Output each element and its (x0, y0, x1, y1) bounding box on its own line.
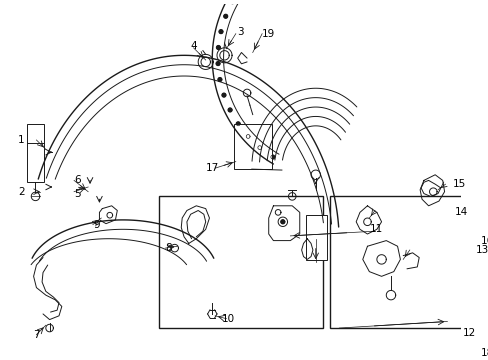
Text: 18: 18 (480, 348, 488, 359)
Text: 5: 5 (74, 189, 81, 199)
Polygon shape (224, 14, 227, 18)
Polygon shape (236, 122, 240, 126)
Polygon shape (270, 155, 274, 159)
Bar (329, 197, 475, 328)
Polygon shape (246, 135, 249, 138)
Text: 8: 8 (164, 243, 171, 253)
Text: 10: 10 (221, 314, 234, 324)
Text: 14: 14 (454, 207, 467, 217)
Text: 9: 9 (93, 220, 100, 230)
Polygon shape (257, 146, 261, 149)
Text: 6: 6 (74, 175, 81, 185)
Text: 11: 11 (369, 224, 383, 234)
Text: 7: 7 (33, 330, 40, 339)
Text: 19: 19 (262, 29, 275, 39)
Text: 16: 16 (480, 235, 488, 246)
Text: 2: 2 (18, 187, 25, 197)
Polygon shape (216, 62, 220, 66)
Text: 15: 15 (452, 179, 465, 189)
Polygon shape (230, 0, 234, 4)
Text: 4: 4 (190, 41, 196, 51)
Bar (159, 197, 323, 328)
Polygon shape (281, 220, 284, 224)
Text: 12: 12 (462, 328, 475, 338)
Bar (27, 124, 44, 182)
Text: 13: 13 (475, 245, 488, 255)
Text: 3: 3 (237, 27, 244, 37)
Bar (305, 215, 326, 260)
Polygon shape (218, 78, 222, 81)
Bar (233, 124, 271, 169)
Polygon shape (219, 30, 223, 33)
Polygon shape (216, 46, 220, 49)
Polygon shape (222, 93, 225, 97)
Text: 17: 17 (205, 163, 219, 173)
Text: 1: 1 (18, 135, 25, 145)
Polygon shape (228, 108, 231, 112)
